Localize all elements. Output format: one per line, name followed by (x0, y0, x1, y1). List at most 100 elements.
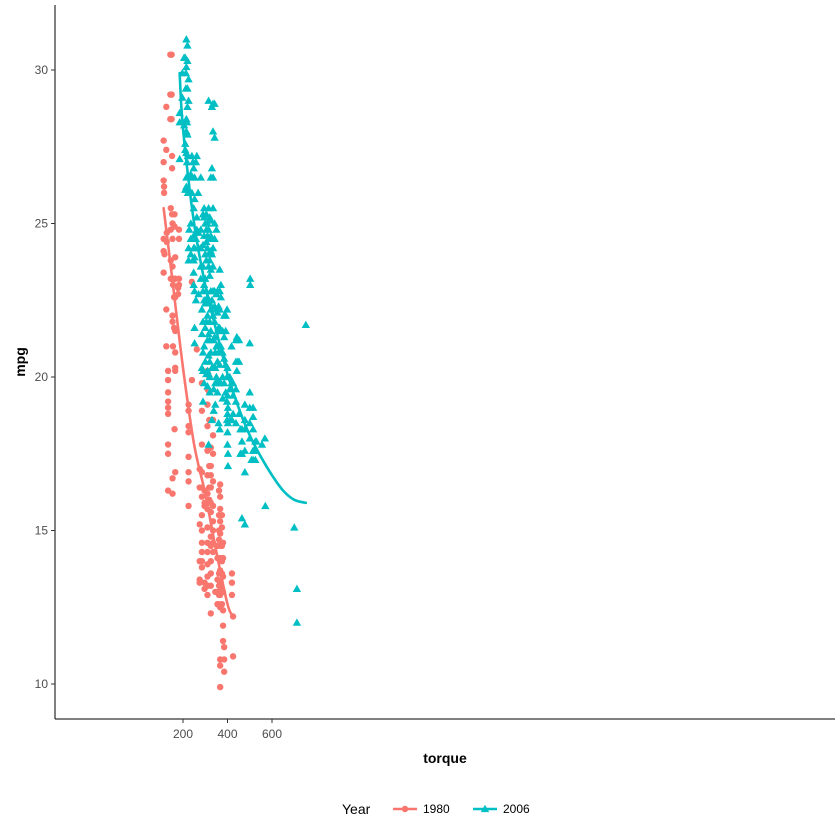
data-point-2006 (210, 219, 219, 227)
data-point-2006 (196, 173, 205, 181)
data-point-2006 (209, 385, 218, 393)
data-point-1980 (198, 407, 206, 414)
data-point-2006 (197, 305, 207, 313)
data-point-2006 (208, 243, 218, 252)
data-point-1980 (164, 398, 172, 405)
data-point-1980 (163, 306, 170, 313)
data-point-1980 (172, 349, 179, 356)
data-point-2006 (212, 225, 221, 233)
data-point-2006 (245, 418, 254, 427)
data-point-2006 (223, 440, 232, 448)
data-point-2006 (205, 372, 214, 381)
data-point-1980 (196, 521, 203, 528)
data-point-1980 (160, 269, 167, 276)
data-point-1980 (229, 653, 237, 660)
data-point-1980 (219, 607, 227, 614)
data-point-1980 (219, 554, 227, 562)
data-point-2006 (219, 378, 229, 387)
data-point-2006 (240, 400, 250, 408)
data-point-1980 (169, 343, 177, 350)
data-point-1980 (207, 558, 215, 565)
data-point-2006 (245, 280, 255, 289)
data-point-1980 (198, 441, 206, 448)
data-point-1980 (172, 327, 179, 335)
data-point-2006 (203, 311, 212, 319)
data-point-2006 (204, 225, 213, 233)
data-point-1980 (171, 425, 178, 433)
data-point-2006 (190, 339, 199, 347)
legend-key-marker (401, 805, 409, 813)
data-point-2006 (205, 357, 214, 365)
data-point-2006 (208, 127, 218, 135)
data-point-2006 (193, 188, 203, 196)
data-point-1980 (185, 478, 192, 485)
data-point-2006 (189, 268, 198, 276)
data-point-2006 (183, 41, 192, 49)
data-point-2006 (204, 96, 213, 104)
data-point-1980 (198, 527, 206, 534)
data-point-1980 (163, 146, 170, 154)
data-point-1980 (160, 158, 167, 166)
data-point-1980 (175, 235, 183, 243)
data-point-1980 (207, 610, 215, 617)
data-point-2006 (223, 428, 232, 436)
data-point-2006 (248, 412, 258, 421)
data-point-1980 (164, 450, 172, 457)
data-point-1980 (218, 600, 226, 608)
data-point-1980 (175, 275, 183, 282)
data-point-2006 (216, 280, 226, 289)
data-point-2006 (198, 397, 208, 405)
data-point-1980 (198, 539, 206, 546)
data-point-2006 (301, 320, 311, 328)
data-point-1980 (220, 643, 228, 651)
data-point-2006 (191, 296, 201, 304)
data-point-2006 (237, 437, 247, 445)
data-point-1980 (172, 367, 179, 375)
data-point-1980 (207, 484, 215, 491)
data-point-1980 (215, 487, 223, 494)
data-point-1980 (164, 367, 172, 375)
y-tick-label: 20 (35, 370, 49, 384)
data-point-2006 (216, 292, 226, 301)
data-point-2006 (183, 56, 192, 64)
data-point-1980 (168, 91, 175, 98)
data-point-1980 (196, 579, 203, 586)
data-point-2006 (231, 418, 241, 427)
data-point-1980 (209, 478, 217, 485)
data-point-2006 (257, 440, 267, 448)
series-2006 (175, 35, 311, 626)
data-point-1980 (207, 582, 215, 589)
data-point-2006 (215, 286, 224, 295)
data-point-2006 (250, 446, 259, 454)
data-point-1980 (172, 468, 179, 476)
data-point-2006 (199, 342, 209, 350)
data-point-1980 (209, 432, 217, 439)
data-point-2006 (189, 164, 198, 172)
x-axis-title: torque (423, 750, 467, 766)
data-point-1980 (216, 530, 224, 537)
data-point-2006 (210, 332, 219, 341)
data-point-1980 (185, 468, 192, 476)
data-point-2006 (206, 216, 216, 224)
data-point-2006 (223, 409, 232, 417)
data-point-1980 (164, 389, 172, 396)
data-point-2006 (240, 467, 250, 476)
data-point-1980 (220, 656, 228, 663)
trend-line-2006 (178, 71, 308, 505)
data-point-2006 (201, 323, 210, 332)
data-point-1980 (228, 591, 236, 599)
data-point-1980 (160, 189, 168, 196)
data-point-1980 (216, 518, 224, 525)
data-point-2006 (223, 461, 233, 470)
data-point-2006 (207, 415, 217, 424)
data-point-2006 (204, 440, 213, 448)
data-point-2006 (248, 424, 258, 433)
data-point-2006 (183, 130, 192, 138)
data-point-1980 (160, 177, 167, 184)
data-point-2006 (181, 68, 191, 77)
data-point-1980 (169, 475, 176, 482)
data-point-2006 (215, 360, 224, 368)
data-point-1980 (209, 548, 217, 556)
data-point-1980 (168, 51, 175, 58)
data-point-2006 (261, 501, 270, 510)
